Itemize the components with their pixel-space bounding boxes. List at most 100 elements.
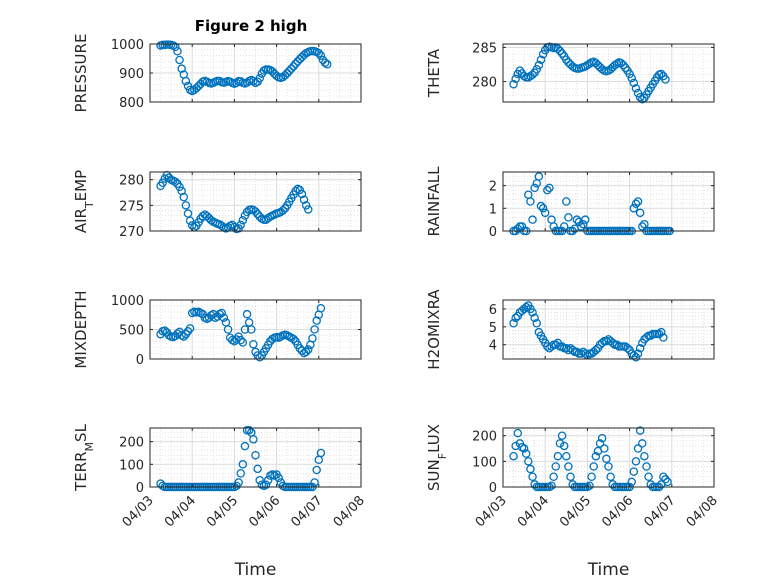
data-point bbox=[627, 477, 636, 487]
axes-box bbox=[149, 171, 362, 232]
data-point bbox=[238, 215, 248, 225]
data-point bbox=[509, 80, 518, 89]
data-point bbox=[234, 478, 243, 487]
data-point bbox=[659, 472, 668, 481]
y-axis-label: AIRTEMP bbox=[72, 170, 96, 233]
data-point bbox=[597, 338, 607, 348]
data-point bbox=[185, 216, 195, 225]
subplot-4: 0 500 1000 MIXDEPTH bbox=[72, 290, 362, 369]
data-point bbox=[589, 462, 598, 471]
data-point bbox=[310, 478, 319, 487]
data-point bbox=[530, 313, 539, 323]
data-point bbox=[509, 318, 518, 328]
data-point bbox=[635, 344, 645, 353]
data-point bbox=[173, 47, 182, 56]
data-point bbox=[230, 337, 239, 346]
data-point bbox=[534, 60, 544, 70]
data-point bbox=[536, 55, 546, 64]
data-point bbox=[194, 81, 203, 91]
y-axis-label: PRESSURE bbox=[72, 34, 90, 113]
data-point bbox=[551, 462, 561, 471]
data-point bbox=[162, 170, 172, 180]
data-point bbox=[301, 201, 311, 210]
y-label-subscript: F bbox=[436, 453, 449, 459]
data-point bbox=[272, 71, 281, 81]
data-point bbox=[635, 426, 645, 435]
axes-box bbox=[502, 299, 715, 360]
data-point bbox=[289, 334, 298, 344]
data-point bbox=[547, 342, 556, 351]
y-axis-label: SUNFLUX bbox=[425, 424, 449, 491]
y-tick-label: 6 bbox=[489, 303, 497, 318]
data-point bbox=[236, 335, 245, 345]
data-point bbox=[181, 201, 191, 210]
data-point bbox=[301, 347, 311, 357]
subplot-0: 800 900 1000 PRESSURE bbox=[72, 34, 362, 113]
data-point bbox=[232, 78, 241, 88]
data-point bbox=[545, 183, 554, 193]
data-point bbox=[549, 222, 558, 231]
y-tick-label: 1000 bbox=[111, 38, 144, 53]
data-point bbox=[642, 333, 651, 342]
y-tick-label: 100 bbox=[119, 458, 144, 473]
data-point bbox=[629, 78, 639, 88]
data-point bbox=[263, 475, 273, 485]
data-point bbox=[566, 472, 575, 481]
data-point bbox=[524, 73, 533, 82]
data-point bbox=[638, 222, 647, 231]
y-tick-label: 1000 bbox=[111, 294, 144, 309]
data-point bbox=[600, 444, 609, 453]
data-point bbox=[578, 219, 588, 229]
data-point bbox=[585, 481, 594, 490]
data-point bbox=[320, 58, 330, 68]
data-point bbox=[663, 477, 672, 487]
data-point bbox=[314, 49, 324, 58]
data-point bbox=[179, 192, 189, 202]
data-point bbox=[322, 60, 332, 69]
y-label-main: SUN bbox=[425, 459, 443, 491]
data-point bbox=[661, 75, 670, 84]
data-point bbox=[568, 345, 577, 355]
subplot-2: 270 275 280 AIRTEMP bbox=[72, 170, 362, 240]
y-tick-label: 5 bbox=[489, 321, 497, 336]
data-point bbox=[521, 302, 531, 312]
data-point bbox=[625, 69, 634, 79]
data-point bbox=[316, 448, 326, 458]
data-point bbox=[244, 426, 254, 435]
data-point bbox=[511, 74, 520, 84]
data-point bbox=[274, 473, 283, 483]
data-point bbox=[517, 222, 527, 231]
y-label-rest: EMP bbox=[72, 170, 90, 201]
axes-box bbox=[502, 43, 715, 103]
data-point bbox=[553, 451, 563, 461]
data-point bbox=[635, 208, 645, 218]
data-point bbox=[631, 457, 641, 466]
data-point bbox=[261, 480, 271, 489]
data-point bbox=[251, 450, 260, 460]
data-point bbox=[521, 449, 531, 458]
data-point bbox=[549, 472, 558, 481]
data-point bbox=[572, 347, 582, 357]
data-point bbox=[528, 215, 537, 224]
data-point bbox=[661, 475, 670, 484]
subplot-5: 4 5 6 H2OMIXRA bbox=[425, 289, 715, 370]
y-tick-label: 200 bbox=[119, 436, 144, 451]
data-point bbox=[631, 199, 641, 209]
data-point bbox=[633, 349, 643, 358]
data-point bbox=[631, 84, 641, 93]
data-point bbox=[629, 204, 639, 213]
y-tick-label: 900 bbox=[119, 67, 144, 82]
data-point bbox=[185, 324, 195, 333]
data-point bbox=[564, 213, 573, 222]
data-point bbox=[627, 73, 636, 83]
data-point bbox=[519, 71, 529, 81]
y-tick-label: 0 bbox=[136, 481, 144, 496]
data-point bbox=[633, 88, 643, 98]
data-point bbox=[557, 431, 567, 440]
data-point bbox=[297, 346, 307, 355]
data-point bbox=[528, 70, 537, 79]
data-point bbox=[242, 309, 252, 319]
data-point bbox=[576, 222, 586, 231]
data-point bbox=[597, 64, 607, 74]
data-point bbox=[312, 465, 321, 475]
